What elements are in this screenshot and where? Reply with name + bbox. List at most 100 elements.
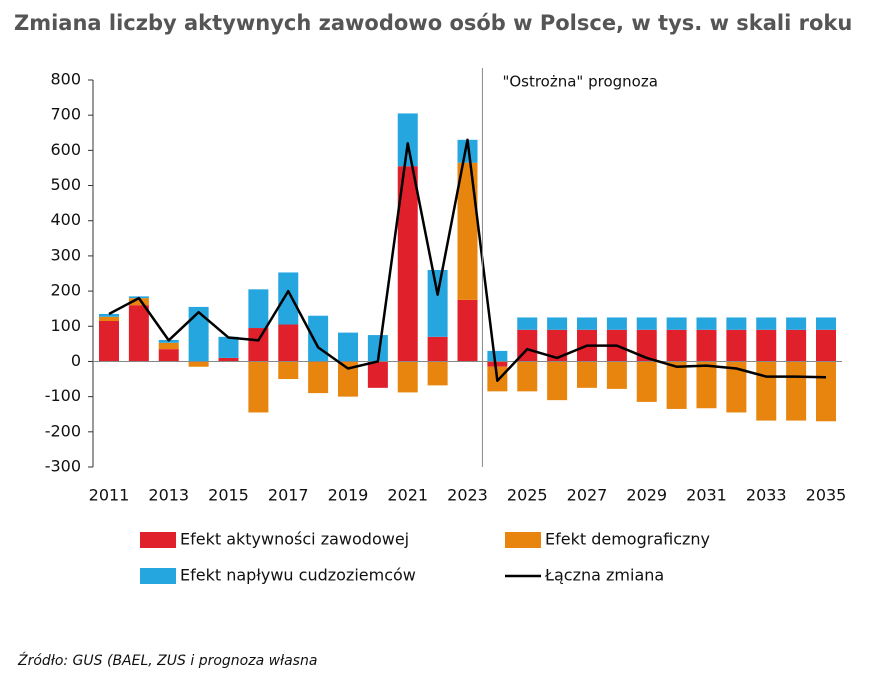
bar-segment: [278, 361, 299, 380]
y-tick-label: 700: [50, 105, 81, 124]
x-tick-label: 2035: [806, 486, 847, 505]
y-tick-label: -300: [45, 457, 81, 476]
bar-segment: [547, 361, 568, 401]
legend-swatch: [505, 532, 541, 548]
bar-segment: [397, 361, 418, 393]
bar-segment: [756, 317, 777, 330]
bar-segment: [636, 317, 657, 330]
bar-segment: [188, 306, 209, 362]
bar-segment: [308, 315, 329, 362]
bar-segment: [158, 349, 179, 362]
bar-segment: [397, 166, 418, 362]
x-tick-label: 2017: [268, 486, 309, 505]
bar-segment: [128, 298, 149, 306]
y-tick-label: 0: [71, 351, 81, 370]
bar-segment: [457, 162, 478, 300]
y-tick-label: 800: [50, 70, 81, 89]
source: Źródło: GUS (BAEL, ZUS i prognoza własna: [17, 651, 317, 669]
bar-segment: [427, 336, 448, 362]
x-tick-label: 2025: [507, 486, 548, 505]
bar-segment: [99, 313, 119, 317]
legend-label: Efekt napływu cudzoziemców: [180, 566, 416, 585]
bar-segment: [816, 361, 836, 422]
bar-segment: [278, 324, 299, 362]
bar-segment: [218, 357, 239, 362]
bar-segment: [248, 289, 269, 329]
bar-segment: [816, 317, 836, 330]
x-tick-label: 2021: [387, 486, 428, 505]
bar-segment: [338, 361, 358, 397]
x-tick-label: 2031: [686, 486, 727, 505]
x-tick-label: 2011: [89, 486, 130, 505]
bar-segment: [517, 317, 538, 330]
x-tick-label: 2023: [447, 486, 488, 505]
y-tick-label: -100: [45, 386, 81, 405]
bar-segment: [756, 329, 777, 362]
bar-segment: [666, 317, 687, 330]
bar-segment: [457, 139, 478, 163]
bar-segment: [577, 361, 597, 388]
bar-segment: [99, 316, 119, 321]
y-tick-label: 600: [50, 140, 81, 159]
bar-segment: [427, 361, 448, 386]
bar-segment: [158, 342, 179, 350]
y-tick-label: 300: [50, 245, 81, 264]
y-tick-label: 200: [50, 281, 81, 300]
bar-segment: [547, 317, 568, 330]
annotation: "Ostrożna" prognoza: [502, 73, 657, 91]
bar-segment: [547, 329, 568, 362]
bar-segment: [577, 317, 597, 330]
bar-segment: [636, 329, 657, 362]
bar-segment: [666, 329, 687, 362]
x-tick-label: 2015: [208, 486, 249, 505]
bar-segment: [696, 329, 717, 362]
bar-segment: [786, 317, 807, 330]
bar-segment: [338, 332, 358, 362]
chart-title: Zmiana liczby aktywnych zawodowo osób w …: [14, 11, 852, 35]
x-tick-label: 2033: [746, 486, 787, 505]
legend-swatch: [140, 568, 176, 584]
x-tick-label: 2019: [328, 486, 369, 505]
bar-segment: [606, 317, 627, 330]
legend-label: Efekt demograficzny: [545, 530, 710, 549]
y-tick-label: -200: [45, 421, 81, 440]
bar-segment: [726, 317, 747, 330]
bar-segment: [367, 361, 388, 388]
bar-segment: [278, 272, 299, 325]
bar-segment: [427, 269, 448, 337]
bar-segment: [816, 329, 836, 362]
bar-segment: [517, 361, 538, 392]
bar-segment: [248, 361, 269, 413]
bar-segment: [726, 361, 747, 413]
x-tick-label: 2029: [626, 486, 667, 505]
bar-segment: [308, 361, 329, 394]
bar-segment: [367, 335, 388, 362]
bar-segment: [487, 350, 508, 362]
bar-segment: [696, 361, 717, 409]
legend-swatch: [140, 532, 176, 548]
bar-segment: [487, 361, 508, 367]
bar-segment: [786, 361, 807, 421]
bar-segment: [218, 336, 239, 358]
y-tick-label: 400: [50, 210, 81, 229]
bar-segment: [397, 113, 418, 167]
bar-segment: [696, 317, 717, 330]
bar-segment: [248, 328, 269, 362]
bar-segment: [457, 299, 478, 362]
x-tick-label: 2027: [567, 486, 608, 505]
y-tick-label: 500: [50, 175, 81, 194]
bar-segment: [188, 361, 209, 367]
bar-segment: [666, 361, 687, 409]
bar-segment: [636, 361, 657, 402]
bar-segment: [128, 305, 149, 362]
bar-segment: [786, 329, 807, 362]
line: [108, 138, 827, 383]
bar-segment: [756, 361, 777, 421]
bar-segment: [99, 320, 119, 362]
y-tick-label: 100: [50, 316, 81, 335]
bar-segment: [726, 329, 747, 362]
x-tick-label: 2013: [148, 486, 189, 505]
legend-label: Efekt aktywności zawodowej: [180, 530, 409, 549]
legend-label: Łączna zmiana: [544, 566, 664, 585]
